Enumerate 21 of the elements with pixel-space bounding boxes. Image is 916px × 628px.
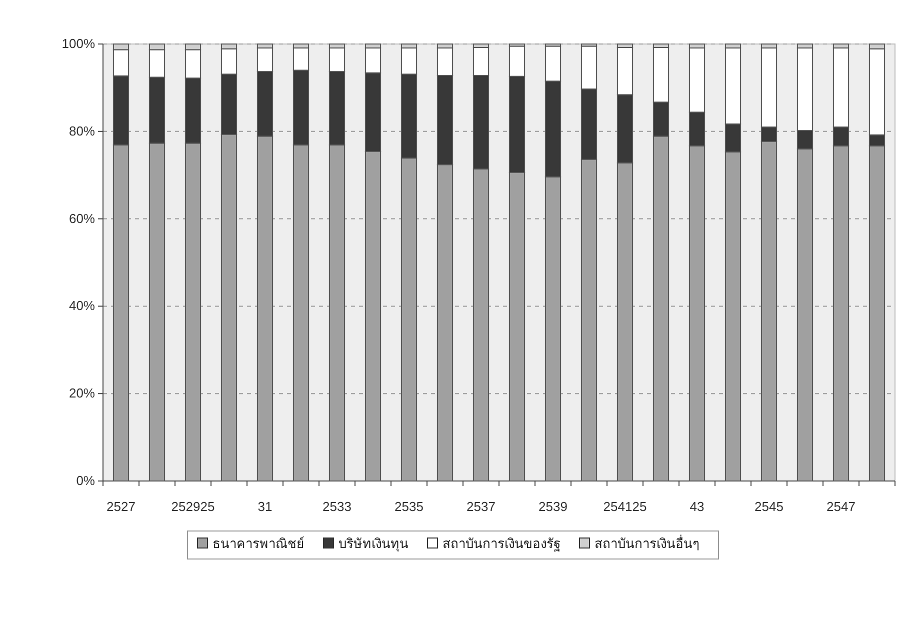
y-tick-label: 0% — [76, 473, 96, 488]
x-tick-label: 2539 — [538, 499, 568, 514]
x-tick-label: 2537 — [466, 499, 496, 514]
y-tick-label: 100% — [62, 36, 96, 51]
x-tick-label: 2533 — [322, 499, 352, 514]
x-tick-label: 254125 — [603, 499, 647, 514]
legend-label: บริษัทเงินทุน — [338, 536, 408, 552]
legend-label: สถาบันการเงินอื่นๆ — [594, 535, 700, 551]
x-tick-label: 43 — [690, 499, 704, 514]
x-tick-label: 2527 — [106, 499, 136, 514]
x-tick-label: 2535 — [394, 499, 424, 514]
y-tick-label: 40% — [68, 298, 96, 314]
legend-label: สถาบันการเงินของรัฐ — [442, 536, 560, 552]
x-tick-label: 2545 — [754, 499, 784, 514]
x-tick-label: 252925 — [171, 499, 215, 514]
x-tick-label: 31 — [258, 499, 272, 514]
x-tick-label: 2547 — [826, 499, 856, 514]
legend-label: ธนาคารพาณิชย์ — [212, 536, 304, 551]
y-tick-label: 60% — [68, 210, 96, 226]
y-tick-label: 20% — [68, 386, 96, 401]
y-tick-label: 80% — [68, 123, 96, 138]
